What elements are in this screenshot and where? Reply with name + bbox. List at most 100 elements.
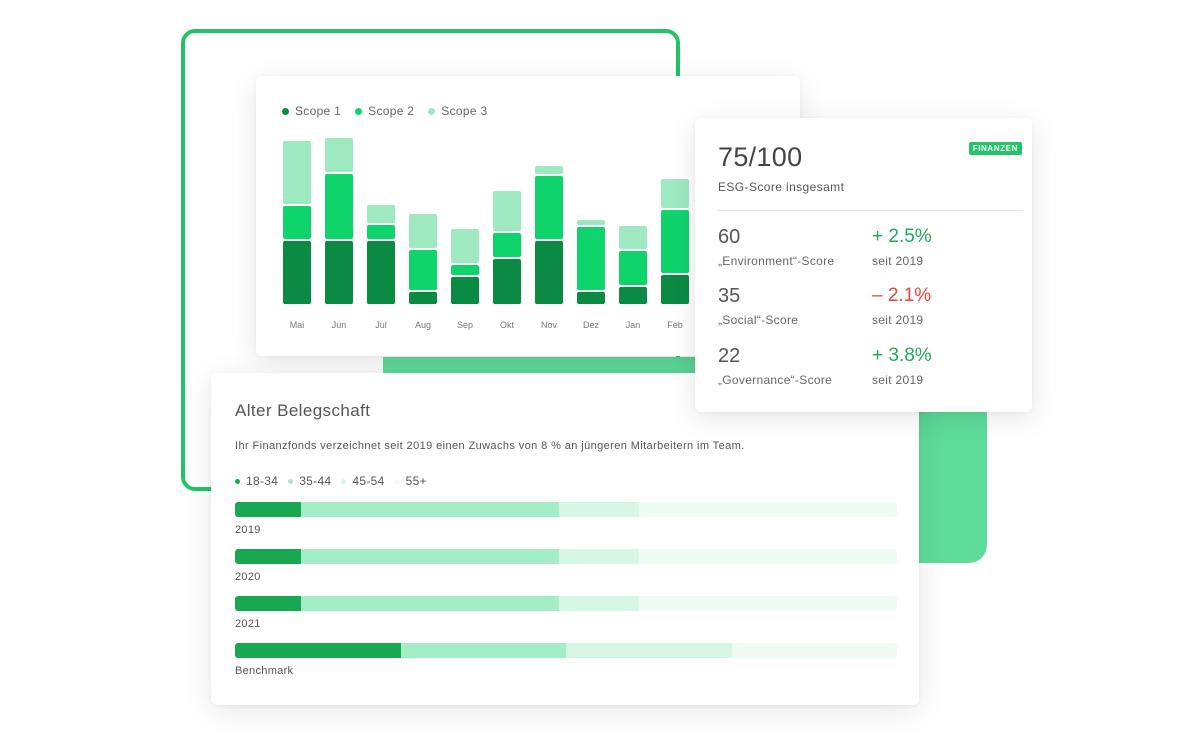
score-name: „Governance“-Score <box>718 373 833 387</box>
x-tick-jun: Jun <box>332 320 347 330</box>
score-value: 60 <box>718 226 741 248</box>
x-tick-jan: Jan <box>626 320 641 330</box>
workforce-age-card: Alter Belegschaft Ihr Finanzfonds verzei… <box>211 373 919 705</box>
bar-jul-scope-3 <box>367 205 395 223</box>
age-segment-18-34 <box>235 549 302 564</box>
age-row-label: 2020 <box>235 571 261 583</box>
score-name: „Social“-Score <box>718 313 799 327</box>
x-tick-mai: Mai <box>290 320 305 330</box>
age-bar <box>235 596 897 611</box>
bar-jun-scope-3 <box>325 138 353 172</box>
bar-mai-scope-3 <box>283 141 311 204</box>
legend-label-45-54: 45-54 <box>352 474 385 488</box>
score-row-environment: 60 „Environment“-Score + 2.5% seit 2019 <box>718 226 1018 272</box>
legend-label-35-44: 35-44 <box>299 474 332 488</box>
age-segment-35-44 <box>400 643 566 658</box>
bar-feb-scope-1 <box>661 275 689 304</box>
legend-label-scope-2: Scope 2 <box>368 104 415 118</box>
bar-dez-scope-3 <box>577 220 605 225</box>
age-bar <box>235 549 897 564</box>
category-badge: FINANZEN <box>968 142 1022 155</box>
age-segment-18-34 <box>235 643 401 658</box>
bar-jan-scope-1 <box>619 287 647 304</box>
bar-nov-scope-1 <box>535 241 563 304</box>
age-segment-45-54 <box>559 502 639 517</box>
legend-dot-55-plus <box>394 478 400 484</box>
bar-jun-scope-1 <box>325 241 353 304</box>
age-segment-35-44 <box>301 596 560 611</box>
legend-item-scope-3: Scope 3 <box>428 104 487 118</box>
bar-dez-scope-1 <box>577 292 605 304</box>
legend-item-35-44: 35-44 <box>288 474 331 488</box>
bar-feb-scope-3 <box>661 179 689 208</box>
legend-label-55-plus: 55+ <box>405 474 427 488</box>
bar-aug-scope-2 <box>409 250 437 290</box>
bar-jul-scope-2 <box>367 225 395 239</box>
esg-total-score: 75/100 <box>718 142 803 172</box>
emissions-legend: Scope 1 Scope 2 Scope 3 <box>282 104 487 118</box>
legend-dot-scope-3 <box>428 107 436 115</box>
bar-mai-scope-1 <box>283 241 311 304</box>
age-segment-45-54 <box>566 643 732 658</box>
age-segment-35-44 <box>301 502 560 517</box>
bar-aug-scope-3 <box>409 214 437 248</box>
score-change: – 2.1% <box>872 285 932 306</box>
age-segment-18-34 <box>235 596 302 611</box>
bar-jan-scope-2 <box>619 251 647 285</box>
score-value: 35 <box>718 285 741 307</box>
age-segment-55-plus <box>638 596 897 611</box>
age-card-description: Ihr Finanzfonds verzeichnet seit 2019 ei… <box>235 440 745 452</box>
score-name: „Environment“-Score <box>718 254 835 268</box>
bar-aug-scope-1 <box>409 292 437 304</box>
age-card-title: Alter Belegschaft <box>235 401 371 420</box>
age-segment-45-54 <box>559 549 639 564</box>
legend-item-45-54: 45-54 <box>341 474 384 488</box>
x-tick-feb: Feb <box>667 320 683 330</box>
age-segment-45-54 <box>559 596 639 611</box>
score-divider <box>718 210 1023 211</box>
legend-dot-scope-1 <box>282 107 289 115</box>
bar-okt-scope-1 <box>493 259 521 304</box>
age-bar <box>235 643 897 658</box>
age-bar <box>235 502 897 517</box>
legend-item-scope-1: Scope 1 <box>282 104 341 118</box>
bar-jul-scope-1 <box>367 241 395 304</box>
x-tick-jul: Jul <box>375 320 387 330</box>
age-segment-55-plus <box>638 549 897 564</box>
age-segment-35-44 <box>301 549 560 564</box>
bar-okt-scope-3 <box>493 191 521 231</box>
age-row-label: 2021 <box>235 618 261 630</box>
emissions-bar-chart: Mai Jun Jul Aug Sep Okt Nov Dez Jan Feb <box>283 138 689 330</box>
score-since: seit 2019 <box>872 313 924 327</box>
bar-mai-scope-2 <box>283 206 311 239</box>
age-segment-18-34 <box>235 502 302 517</box>
bar-dez-scope-2 <box>577 227 605 290</box>
score-change: + 3.8% <box>872 345 932 366</box>
legend-item-scope-2: Scope 2 <box>355 104 414 118</box>
x-tick-okt: Okt <box>500 320 515 330</box>
age-row-label: 2019 <box>235 524 261 536</box>
score-row-governance: 22 „Governance“-Score + 3.8% seit 2019 <box>718 345 1018 391</box>
legend-dot-18-34 <box>235 478 240 484</box>
legend-label-scope-3: Scope 3 <box>441 104 488 118</box>
legend-dot-45-54 <box>341 478 347 484</box>
score-since: seit 2019 <box>872 254 924 268</box>
legend-label-18-34: 18-34 <box>246 474 279 488</box>
score-row-social: 35 „Social“-Score – 2.1% seit 2019 <box>718 285 1018 331</box>
age-segment-55-plus <box>638 502 897 517</box>
legend-dot-scope-2 <box>355 107 363 115</box>
score-value: 22 <box>718 345 741 367</box>
x-tick-nov: Nov <box>541 320 558 330</box>
bar-nov-scope-3 <box>535 166 563 174</box>
bar-jun-scope-2 <box>325 174 353 239</box>
x-tick-aug: Aug <box>415 320 431 330</box>
bar-okt-scope-2 <box>493 233 521 257</box>
age-segment-55-plus <box>731 643 897 658</box>
x-tick-dez: Dez <box>583 320 600 330</box>
x-tick-sep: Sep <box>457 320 473 330</box>
bar-sep-scope-1 <box>451 277 479 304</box>
legend-item-18-34: 18-34 <box>235 474 278 488</box>
bar-sep-scope-2 <box>451 265 479 275</box>
score-since: seit 2019 <box>872 373 924 387</box>
age-row-label: Benchmark <box>235 665 294 677</box>
